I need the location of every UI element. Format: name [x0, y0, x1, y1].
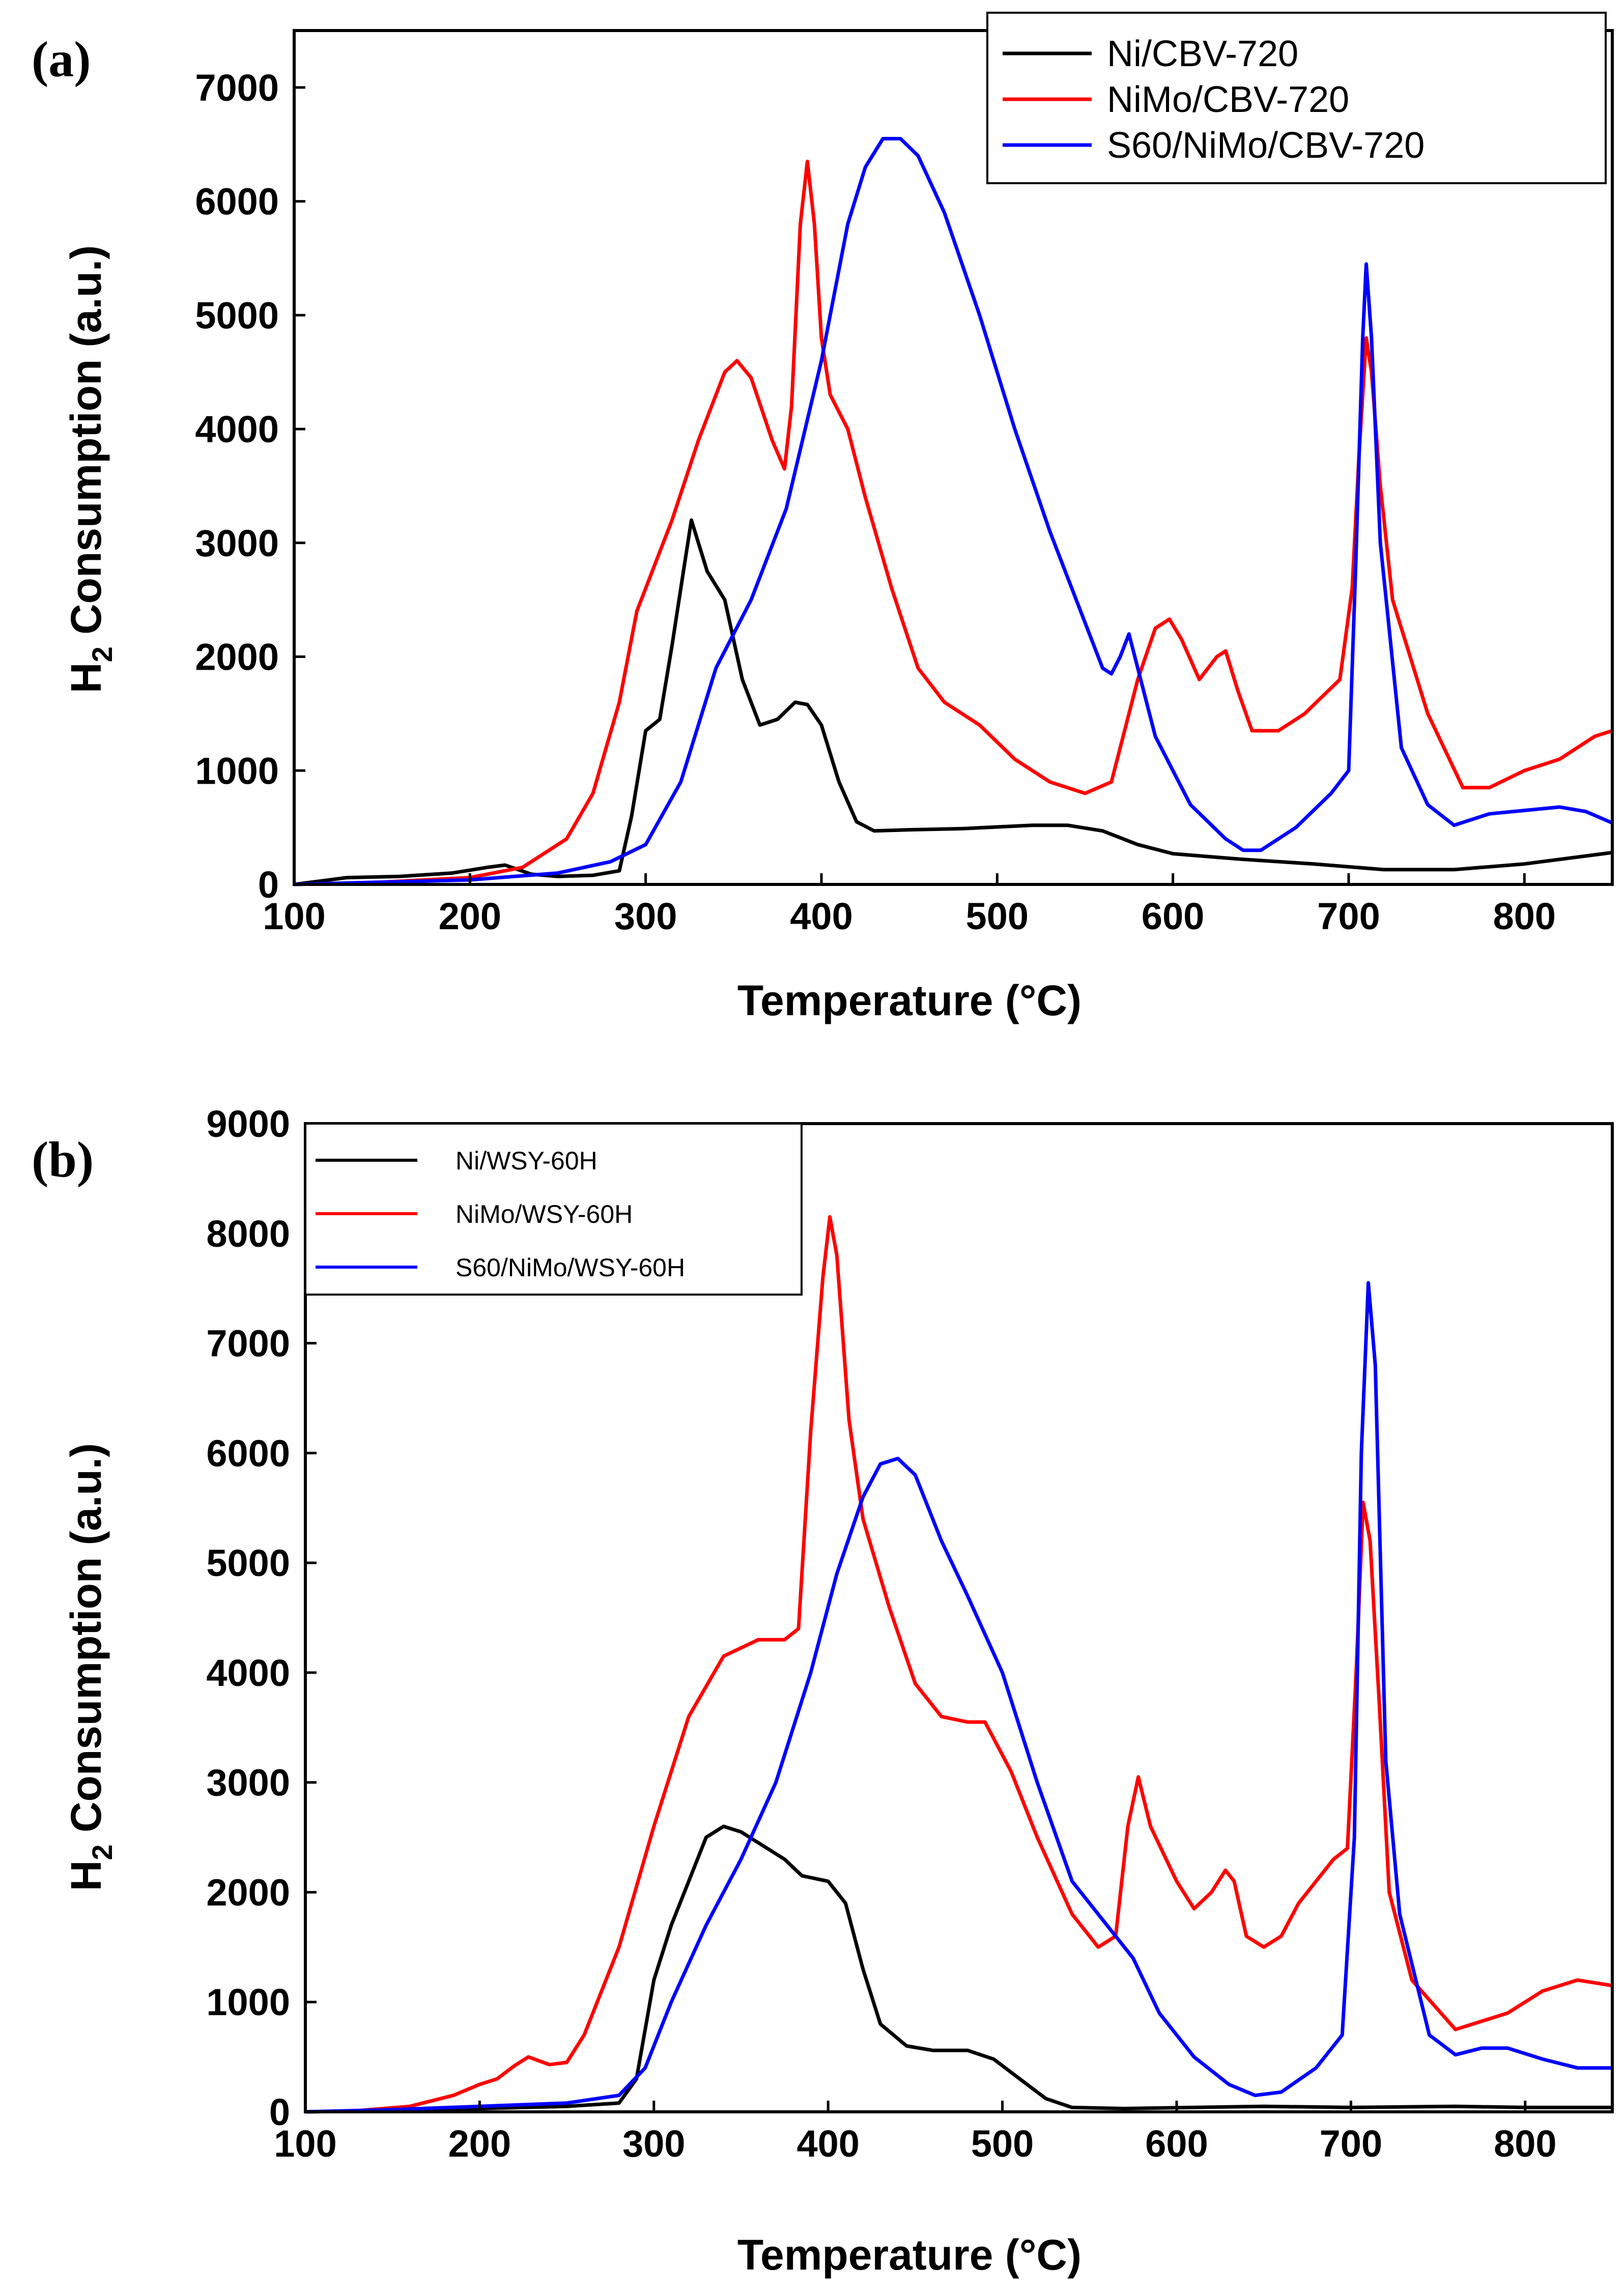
x-tick-label: 700 — [1320, 2123, 1382, 2165]
x-tick-label: 500 — [971, 2123, 1034, 2165]
panel-a-y-axis-title: H2 Consumption (a.u.) — [62, 245, 118, 693]
x-tick-label: 100 — [274, 2123, 336, 2165]
svg-text:H2 Consumption (a.u.): H2 Consumption (a.u.) — [62, 245, 118, 693]
series-line-ni-wsy-60h — [305, 1824, 1612, 2114]
y-tick-label: 3000 — [206, 1762, 290, 1804]
legend-label-nimo-cbv-720: NiMo/CBV-720 — [1107, 79, 1349, 120]
panel-a-chart: (a) 100 200 300 400 500 600 700 800 0 1000 2000 300… — [32, 12, 1614, 1024]
x-tick-label: 700 — [1317, 895, 1380, 937]
panel-b-chart: (b) 100 200 300 400 500 600 700 800010002000300… — [32, 1103, 1614, 2279]
y-tick-label: 5000 — [206, 1542, 290, 1584]
y-tick-label: 1000 — [195, 750, 279, 792]
y-tick-label: 4000 — [195, 408, 279, 450]
x-tick-label: 600 — [1142, 895, 1204, 937]
y-tick-label: 7000 — [206, 1323, 290, 1365]
y-tick-label: 9000 — [206, 1103, 290, 1145]
panel-a-series-group — [294, 137, 1613, 886]
x-tick-label: 300 — [622, 2123, 685, 2165]
x-tick-label: 800 — [1493, 895, 1556, 937]
panel-b-legend: Ni/WSY-60H NiMo/WSY-60H S60/NiMo/WSY-60H — [304, 1123, 803, 1296]
panel-a-x-axis-title: Temperature (°C) — [737, 977, 1081, 1024]
x-tick-label: 800 — [1494, 2123, 1556, 2165]
legend-label-s60-nimo-cbv-720: S60/NiMo/CBV-720 — [1107, 125, 1424, 166]
panel-b-x-axis-title: Temperature (°C) — [737, 2231, 1081, 2279]
y-tick-label: 7000 — [195, 67, 279, 109]
x-tick-label: 600 — [1145, 2123, 1208, 2165]
x-tick-label: 300 — [614, 895, 677, 937]
y-tick-label: 4000 — [206, 1652, 290, 1694]
series-line-s60-nimo-cbv-720 — [294, 137, 1613, 886]
legend-label-ni-cbv-720: Ni/CBV-720 — [1107, 34, 1298, 74]
y-tick-label: 2000 — [206, 1871, 290, 1913]
y-tick-label: 2000 — [195, 636, 279, 678]
y-tick-label: 6000 — [206, 1432, 290, 1474]
panel-b-y-axis-title: H2 Consumption (a.u.) — [62, 1443, 118, 1891]
x-tick-label: 100 — [263, 895, 325, 937]
x-tick-label: 400 — [790, 895, 852, 937]
x-tick-label: 200 — [439, 895, 501, 937]
y-tick-label: 3000 — [195, 522, 279, 564]
panel-a-plot-frame — [293, 29, 1614, 886]
series-line-nimo-cbv-720 — [294, 159, 1613, 886]
x-tick-label: 500 — [966, 895, 1029, 937]
y-tick-label: 6000 — [195, 181, 279, 223]
series-line-s60-nimo-wsy-60h — [305, 1281, 1612, 2114]
x-tick-label: 200 — [448, 2123, 511, 2165]
x-tick-label: 400 — [796, 2123, 859, 2165]
panel-b-series-group — [305, 1215, 1613, 2114]
y-tick-label: 0 — [258, 864, 279, 906]
panel-b-ticks: 100 200 300 400 500 600 700 8000100020003000400… — [206, 1103, 1556, 2165]
panel-a-label: (a) — [32, 31, 91, 88]
y-tick-label: 8000 — [206, 1213, 290, 1255]
legend-label-nimo-wsy-60h: NiMo/WSY-60H — [455, 1200, 633, 1228]
legend-label-ni-wsy-60h: Ni/WSY-60H — [455, 1146, 597, 1175]
legend-label-s60-nimo-wsy-60h: S60/NiMo/WSY-60H — [455, 1253, 685, 1282]
y-tick-label: 0 — [269, 2091, 290, 2133]
panel-a-legend: Ni/CBV-720 NiMo/CBV-720 S60/NiMo/CBV-720 — [986, 12, 1607, 184]
series-line-ni-cbv-720 — [294, 518, 1613, 886]
y-tick-label: 5000 — [195, 294, 279, 336]
y-tick-label: 1000 — [206, 1981, 290, 2023]
panel-b-label: (b) — [32, 1131, 94, 1188]
panel-b-plot-frame — [304, 1122, 1614, 2113]
panel-a-ticks: 100 200 300 400 500 600 700 800 0 1000 2000 3000 400… — [195, 67, 1556, 937]
svg-text:H2 Consumption (a.u.): H2 Consumption (a.u.) — [62, 1443, 118, 1891]
